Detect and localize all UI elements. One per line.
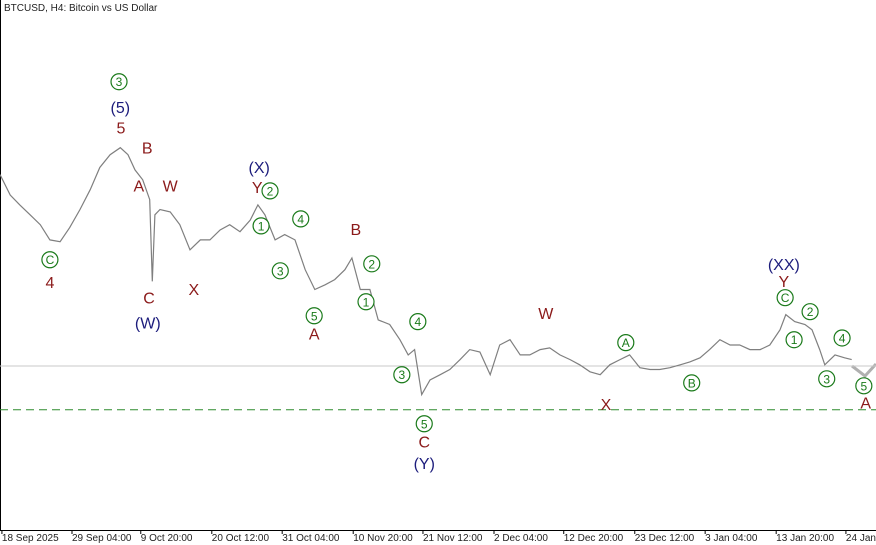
wave-label: (X) (248, 160, 269, 177)
wave-circle (271, 262, 289, 280)
wave-label: B (350, 222, 361, 239)
wave-label: A (622, 336, 630, 350)
wave-label-circled: 1 (357, 293, 375, 311)
wave-label: 5 (421, 417, 428, 431)
wave-circle (393, 366, 411, 384)
wave-label: W (163, 178, 179, 195)
wave-label-circled: 2 (801, 303, 819, 321)
wave-label: C (143, 290, 155, 307)
x-tick-label: 10 Nov 20:00 (353, 533, 413, 544)
wave-label: X (601, 397, 612, 414)
wave-label: 2 (368, 257, 375, 271)
wave-label-circled: 2 (261, 182, 279, 200)
wave-label: A (860, 395, 871, 412)
wave-label: 3 (823, 372, 830, 386)
x-tick-label: 18 Sep 2025 (2, 533, 59, 544)
price-line (0, 146, 852, 397)
wave-label-circled: 5 (415, 415, 433, 433)
wave-label: 2 (807, 305, 814, 319)
wave-label-circled: 5 (305, 307, 323, 325)
wave-circle (41, 251, 59, 269)
wave-label: (W) (135, 315, 161, 332)
wave-circle (683, 374, 701, 392)
wave-label: 3 (277, 264, 284, 278)
wave-circle (801, 303, 819, 321)
wave-label-circled: 3 (271, 262, 289, 280)
x-tick-label: 24 Jan (846, 533, 876, 544)
x-tick-label: 2 Dec 04:00 (494, 533, 548, 544)
wave-label: C (418, 435, 430, 452)
wave-label: 1 (791, 333, 798, 347)
x-tick-label: 20 Oct 12:00 (212, 533, 270, 544)
wave-label: (5) (111, 100, 131, 117)
wave-circle (110, 73, 128, 91)
wave-label-circled: 1 (252, 217, 270, 235)
wave-label: 5 (116, 120, 125, 137)
wave-label: 5 (311, 309, 318, 323)
wave-label-circled: C (41, 251, 59, 269)
wave-label: 3 (399, 368, 406, 382)
wave-label: 4 (45, 275, 54, 292)
wave-label-circled: A (617, 334, 635, 352)
x-tick-label: 29 Sep 04:00 (72, 533, 132, 544)
wave-label: B (142, 140, 153, 157)
wave-label-circled: 3 (393, 366, 411, 384)
wave-label: W (538, 306, 554, 323)
wave-label-circled: C (776, 289, 794, 307)
wave-circle (292, 210, 310, 228)
wave-label: C (781, 291, 790, 305)
x-tick-label: 21 Nov 12:00 (423, 533, 483, 544)
x-tick-label: 9 Oct 20:00 (141, 533, 193, 544)
wave-label-circled: 4 (833, 329, 851, 347)
wave-circle (252, 217, 270, 235)
wave-label: 1 (363, 295, 370, 309)
wave-label: A (309, 327, 320, 344)
wave-label-circled: 4 (409, 313, 427, 331)
x-tick-label: 31 Oct 04:00 (282, 533, 340, 544)
wave-label: 4 (839, 331, 846, 345)
wave-circle (357, 293, 375, 311)
wave-circle (415, 415, 433, 433)
x-tick-label: 23 Dec 12:00 (635, 533, 695, 544)
wave-label: (Y) (414, 456, 435, 473)
wave-label: C (46, 253, 55, 267)
wave-label-circled: 1 (785, 331, 803, 349)
wave-label-circled: 2 (363, 255, 381, 273)
wave-circle (617, 334, 635, 352)
wave-label: 4 (414, 315, 421, 329)
wave-label-circled: 3 (818, 370, 836, 388)
wave-label-circled: 5 (855, 377, 873, 395)
wave-label-circled: B (683, 374, 701, 392)
wave-label: 5 (860, 379, 867, 393)
wave-label: X (189, 282, 200, 299)
wave-circle (855, 377, 873, 395)
wave-circle (776, 289, 794, 307)
wave-label: Y (779, 274, 790, 291)
wave-label: 1 (258, 219, 265, 233)
wave-label: B (688, 376, 696, 390)
wave-circle (409, 313, 427, 331)
wave-circle (261, 182, 279, 200)
wave-label: 4 (297, 212, 304, 226)
wave-label: (XX) (768, 257, 800, 274)
chart-title: BTCUSD, H4: Bitcoin vs US Dollar (4, 3, 158, 14)
wave-label: 3 (116, 75, 123, 89)
wave-circle (363, 255, 381, 273)
wave-circle (818, 370, 836, 388)
x-tick-label: 3 Jan 04:00 (705, 533, 758, 544)
wave-circle (305, 307, 323, 325)
wave-label: A (134, 178, 145, 195)
x-tick-label: 12 Dec 20:00 (564, 533, 624, 544)
wave-label: 2 (267, 184, 274, 198)
wave-circle (785, 331, 803, 349)
wave-label: Y (252, 180, 263, 197)
projection-path (851, 362, 876, 379)
wave-circle (833, 329, 851, 347)
wave-label-circled: 3 (110, 73, 128, 91)
x-tick-label: 13 Jan 20:00 (776, 533, 834, 544)
wave-label-circled: 4 (292, 210, 310, 228)
